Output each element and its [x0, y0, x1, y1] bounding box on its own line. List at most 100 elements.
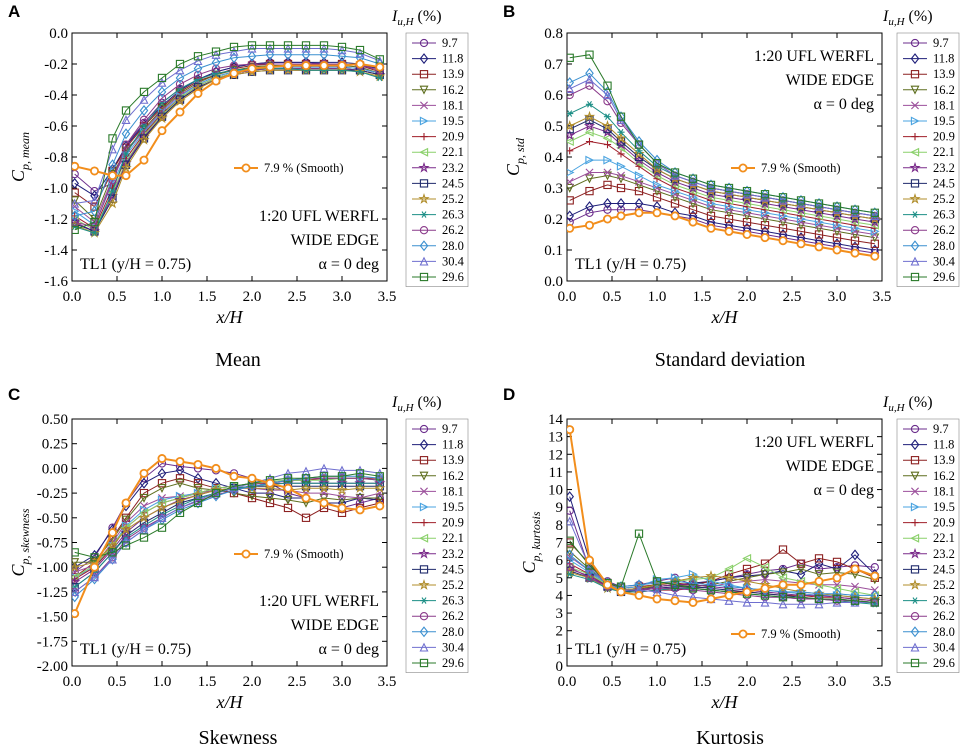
- series-point: [567, 129, 576, 141]
- series-point: [301, 41, 311, 50]
- y-tick-label: 0.50: [42, 412, 68, 428]
- series-point: [356, 68, 364, 76]
- series-point: [778, 545, 788, 554]
- series-point: [567, 147, 574, 155]
- series-point: [585, 186, 594, 196]
- y-tick-label: 7: [556, 536, 564, 552]
- smooth-point: [283, 61, 293, 71]
- x-tick-label: 0.5: [603, 674, 622, 690]
- annotation-edge: WIDE EDGE: [291, 617, 379, 634]
- legend-marker: [910, 38, 920, 48]
- legend-entry-label: 24.5: [442, 562, 464, 576]
- series-point: [375, 468, 385, 478]
- x-tick-label: 2.0: [243, 289, 262, 305]
- y-axis-label-main: C: [8, 169, 28, 182]
- series-point: [724, 183, 734, 193]
- legend-title-suffix: (%): [905, 394, 933, 411]
- annotation-alpha: α = 0 deg: [813, 96, 874, 113]
- smooth-point: [139, 468, 149, 478]
- series-point: [635, 147, 643, 155]
- series-point: [121, 106, 131, 115]
- series-point: [814, 588, 824, 600]
- annotation-edge: WIDE EDGE: [291, 232, 379, 249]
- series-point: [157, 77, 167, 87]
- series-point: [567, 506, 574, 515]
- y-tick-label: 0.25: [42, 437, 68, 453]
- series-point: [603, 168, 612, 177]
- legend-title-main: I: [882, 394, 889, 411]
- x-tick-label: 1.0: [153, 674, 172, 690]
- smooth-point: [265, 62, 275, 72]
- series-point: [585, 74, 594, 84]
- x-tick-label: 2.5: [783, 674, 802, 690]
- x-tick-label: 0.5: [603, 289, 622, 305]
- series-point: [849, 213, 861, 224]
- smooth-point: [355, 59, 365, 69]
- legend-marker: [909, 193, 921, 204]
- series-point: [778, 599, 788, 609]
- legend-entry-label: 9.7: [442, 36, 458, 50]
- series-point: [139, 115, 149, 124]
- series-point: [337, 50, 347, 62]
- legend-title: Iu,H (%): [391, 394, 442, 414]
- smooth-legend-marker: [738, 163, 748, 173]
- y-tick-label: -2.00: [37, 659, 68, 675]
- series-point: [175, 72, 185, 84]
- legend-title-sub: u,H: [888, 402, 905, 414]
- series-point: [742, 564, 752, 574]
- series-point: [567, 53, 574, 62]
- series-point: [603, 141, 612, 149]
- legend-entry-label: 28.0: [933, 239, 955, 253]
- legend-marker: [910, 642, 920, 652]
- legend-title: Iu,H (%): [882, 394, 933, 414]
- series-point: [247, 41, 257, 50]
- legend-marker: [910, 565, 920, 574]
- x-tick-label: 0.0: [558, 289, 577, 305]
- smooth-point: [742, 229, 752, 239]
- legend-marker: [910, 658, 920, 668]
- legend-entry-label: 29.6: [933, 656, 955, 670]
- series-point: [157, 484, 167, 493]
- series-point: [567, 110, 574, 117]
- series-point: [603, 198, 612, 209]
- smooth-point: [850, 248, 860, 258]
- series-point: [108, 553, 117, 565]
- x-axis-label: x/H: [711, 307, 739, 327]
- smooth-point: [724, 590, 734, 600]
- series-point: [603, 155, 613, 165]
- series-point: [300, 482, 312, 493]
- series-point: [567, 137, 574, 146]
- annotation-model: 1:20 UFL WERFL: [259, 593, 379, 610]
- series-point: [121, 128, 131, 140]
- x-tick-label: 0.5: [108, 674, 127, 690]
- series-point: [212, 69, 220, 77]
- series-point: [193, 52, 203, 61]
- series-point: [140, 122, 148, 130]
- legend-marker: [419, 240, 429, 252]
- legend-marker: [911, 597, 919, 604]
- series-point: [175, 503, 185, 513]
- legend-marker: [909, 547, 921, 559]
- series-point: [337, 42, 347, 52]
- smooth-point: [634, 590, 644, 600]
- x-tick-label: 1.5: [198, 674, 217, 690]
- series-point: [796, 599, 806, 609]
- legend-entry-label: 20.9: [442, 130, 464, 144]
- series-point: [283, 49, 293, 61]
- smooth-point: [121, 171, 131, 181]
- series-point: [652, 577, 662, 586]
- legend-entry-label: 13.9: [933, 67, 955, 81]
- series-point: [616, 161, 626, 171]
- smooth-point: [850, 564, 860, 574]
- smooth-point: [337, 61, 347, 71]
- series-point: [602, 133, 612, 143]
- series-point: [157, 86, 167, 98]
- series-29.6: [72, 469, 384, 562]
- series-point: [319, 463, 329, 473]
- smooth-point: [72, 161, 80, 171]
- legend-marker: [910, 439, 920, 451]
- smooth-point: [688, 217, 698, 227]
- series-point: [617, 150, 625, 158]
- series-point: [108, 159, 117, 171]
- series-point: [175, 479, 185, 489]
